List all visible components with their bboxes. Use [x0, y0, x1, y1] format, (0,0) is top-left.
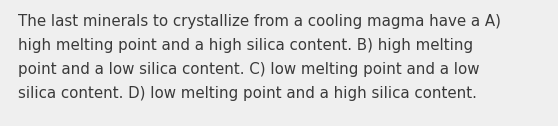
Text: silica content. D) low melting point and a high silica content.: silica content. D) low melting point and… [18, 86, 477, 101]
Text: high melting point and a high silica content. B) high melting: high melting point and a high silica con… [18, 38, 473, 53]
Text: The last minerals to crystallize from a cooling magma have a A): The last minerals to crystallize from a … [18, 14, 501, 29]
Text: point and a low silica content. C) low melting point and a low: point and a low silica content. C) low m… [18, 62, 479, 77]
